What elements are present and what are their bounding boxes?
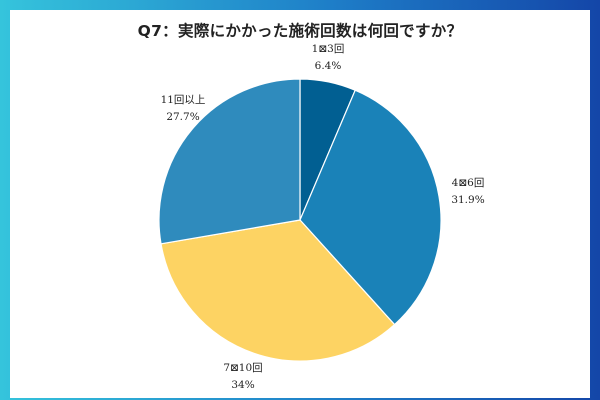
slice-value-2: 31.9% bbox=[451, 194, 484, 206]
pie-slice-2 bbox=[299, 89, 442, 326]
pie-slice-3 bbox=[160, 219, 396, 362]
chart-title: Q7：実際にかかった施術回数は何回ですか？ bbox=[137, 22, 463, 40]
pie-slice-4 bbox=[158, 78, 301, 245]
slice-value-3: 34% bbox=[231, 379, 254, 391]
slice-value-1: 6.4% bbox=[315, 60, 342, 72]
slice-label-4: 11回以上 bbox=[161, 94, 206, 106]
slice-label-3: 7⊠10回 bbox=[223, 362, 262, 374]
slice-label-1: 1⊠3回 bbox=[312, 43, 345, 55]
slice-value-4: 27.7% bbox=[166, 111, 199, 123]
slice-label-2: 4⊠6回 bbox=[452, 177, 485, 189]
